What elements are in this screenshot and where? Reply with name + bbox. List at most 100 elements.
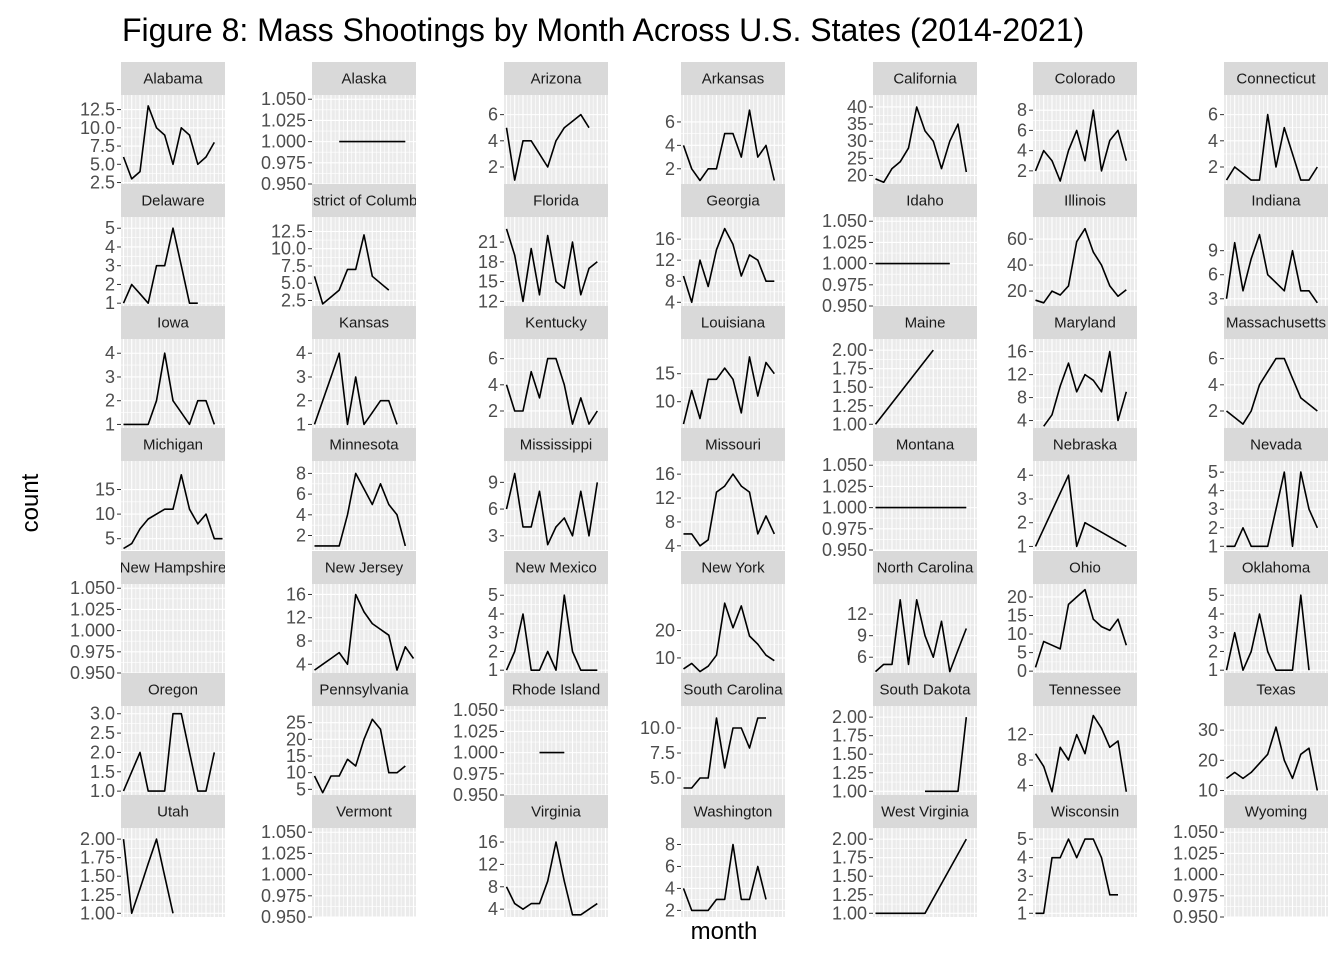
- y-tick-label: 5: [296, 779, 306, 799]
- facet-strip-label: North Carolina: [877, 560, 974, 577]
- y-tick-label: 4: [296, 343, 306, 363]
- facet-strip-label: Arizona: [531, 71, 583, 88]
- y-tick-label: 1.50: [832, 377, 867, 397]
- facet-panels: Alabama2.55.07.510.012.5Alaska0.9500.975…: [70, 62, 1328, 927]
- y-tick-label: 1.25: [832, 396, 867, 416]
- facet-strip-label: Florida: [533, 193, 580, 210]
- y-tick-label: 4: [1017, 775, 1027, 795]
- facet-strip-label: Kentucky: [525, 315, 587, 332]
- series-line: [122, 105, 215, 180]
- facet-strip-label: Indiana: [1251, 193, 1301, 210]
- y-tick-label: 3: [488, 623, 498, 643]
- y-tick-label: 12: [847, 604, 867, 624]
- y-tick-label: 15: [95, 480, 115, 500]
- y-tick-label: 0: [1017, 661, 1027, 681]
- facet-strip-label: Alaska: [341, 71, 387, 88]
- facet-strip: [1224, 673, 1328, 706]
- y-tick-label: 1: [1017, 903, 1027, 923]
- facet-strip-label: Virginia: [531, 804, 581, 821]
- y-tick-label: 0.975: [261, 886, 306, 906]
- facet-strip: [681, 184, 785, 217]
- series-line: [1043, 350, 1128, 427]
- facet-strip: [312, 184, 416, 217]
- y-axis-label: count: [17, 473, 44, 532]
- series-line: [1225, 233, 1318, 304]
- facet-strip: [1033, 62, 1137, 95]
- y-tick-label: 6: [1017, 120, 1027, 140]
- y-tick-label: 8: [665, 834, 675, 854]
- facet-panel: Louisiana 10 15: [655, 306, 785, 428]
- y-tick-label: 2: [1208, 157, 1218, 177]
- y-tick-label: 5.0: [650, 768, 675, 788]
- facet-strip-label: Connecticut: [1236, 71, 1316, 88]
- y-tick-label: 18: [478, 252, 498, 272]
- y-tick-label: 1: [105, 293, 115, 313]
- facet-strip: [121, 184, 225, 217]
- y-tick-label: 5: [1208, 462, 1218, 482]
- y-tick-label: 8: [1017, 388, 1027, 408]
- series-line: [1035, 838, 1118, 915]
- y-tick-label: 1.050: [822, 211, 867, 231]
- y-tick-label: 12: [655, 488, 675, 508]
- y-tick-label: 2: [1017, 885, 1027, 905]
- facet-panel: Utah 1.001.251.501.752.00: [80, 795, 225, 923]
- facet-strip: [1033, 795, 1137, 828]
- y-tick-label: 20: [847, 165, 867, 185]
- y-tick-label: 4: [665, 292, 675, 312]
- y-tick-label: 1.000: [453, 743, 498, 763]
- y-tick-label: 3: [296, 367, 306, 387]
- facet-strip-label: Oregon: [148, 682, 198, 699]
- facet-strip: [121, 428, 225, 461]
- series-line: [505, 357, 598, 425]
- y-tick-label: 0.950: [261, 174, 306, 194]
- facet-strip: [312, 795, 416, 828]
- y-tick-label: 16: [478, 832, 498, 852]
- facet-strip-label: New Jersey: [325, 560, 404, 577]
- series-line: [313, 718, 406, 794]
- facet-panel: Nebraska 1 2 3 4: [1017, 428, 1137, 556]
- y-tick-label: 1.75: [80, 848, 115, 868]
- series-line: [122, 227, 198, 304]
- y-tick-label: 25: [847, 148, 867, 168]
- y-tick-label: 12.5: [271, 221, 306, 241]
- facet-strip: [1033, 184, 1137, 217]
- y-tick-label: 12: [1007, 365, 1027, 385]
- y-tick-label: 40: [1007, 255, 1027, 275]
- y-tick-label: 1.25: [80, 885, 115, 905]
- facet-strip: [873, 673, 977, 706]
- facet-panel: Tennessee 4 8 12: [1007, 673, 1137, 795]
- facet-strip-label: Oklahoma: [1242, 560, 1311, 577]
- y-tick-label: 1.025: [822, 476, 867, 496]
- y-tick-label: 1.000: [261, 865, 306, 885]
- y-tick-label: 4: [1208, 375, 1218, 395]
- y-tick-label: 3: [105, 256, 115, 276]
- y-tick-label: 4: [665, 878, 675, 898]
- y-tick-label: 4: [488, 131, 498, 151]
- series-line: [1226, 726, 1319, 791]
- y-tick-label: 6: [1208, 265, 1218, 285]
- facet-strip: [873, 184, 977, 217]
- facet-strip-label: Montana: [896, 437, 955, 454]
- y-tick-label: 2.5: [281, 290, 306, 310]
- y-tick-label: 10.0: [80, 118, 115, 138]
- y-tick-label: 5.0: [90, 154, 115, 174]
- series-line: [1034, 474, 1127, 548]
- y-tick-label: 3: [488, 526, 498, 546]
- facet-panel: Arizona 2 4 6: [488, 62, 608, 184]
- facet-strip: [121, 795, 225, 828]
- y-tick-label: 4: [1208, 481, 1218, 501]
- facet-strip-label: Utah: [157, 804, 189, 821]
- y-tick-label: 1.0: [90, 781, 115, 801]
- y-tick-label: 1.025: [1173, 843, 1218, 863]
- y-tick-label: 1.025: [261, 843, 306, 863]
- y-tick-label: 1.050: [822, 455, 867, 475]
- y-tick-label: 9: [1208, 241, 1218, 261]
- facet-strip-label: Delaware: [141, 193, 204, 210]
- y-tick-label: 8: [1017, 100, 1027, 120]
